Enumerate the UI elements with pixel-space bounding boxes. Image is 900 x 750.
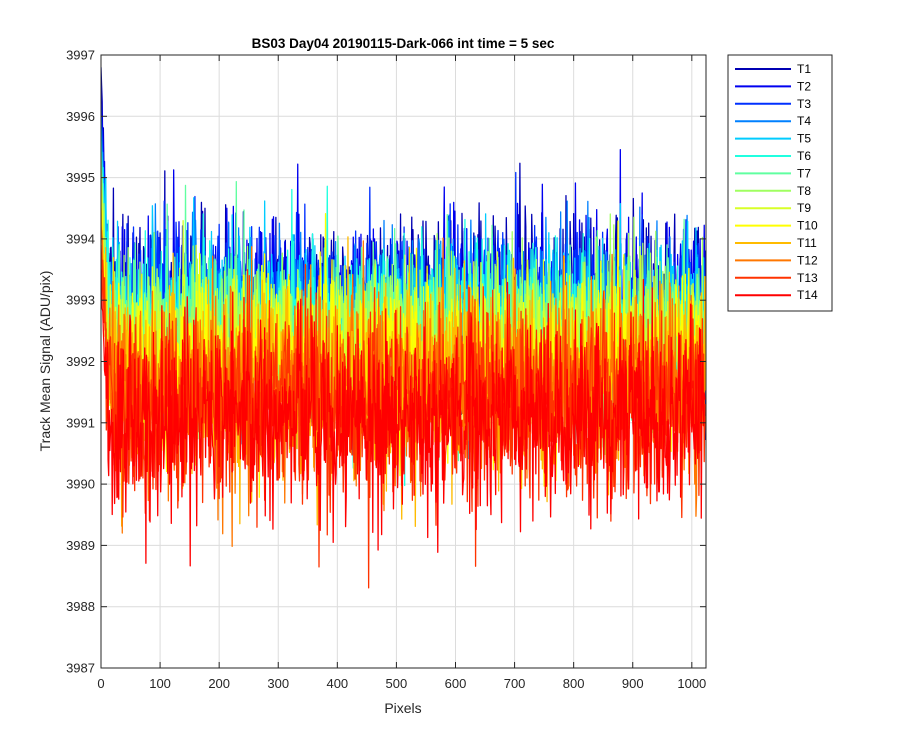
y-tick-label: 3995 (66, 170, 95, 185)
x-tick-label: 200 (208, 676, 230, 691)
y-tick-label: 3989 (66, 538, 95, 553)
legend-label-t4: T4 (797, 114, 811, 128)
legend-box (727, 54, 833, 312)
legend: T1 T2 T3 T4 T5 T6 T7 T8 T9 T10 T11 T12 T13 T14 (727, 54, 833, 312)
y-tick-label: 3988 (66, 599, 95, 614)
x-tick-label: 600 (445, 676, 467, 691)
y-tick-label: 3992 (66, 354, 95, 369)
x-tick-label: 100 (149, 676, 171, 691)
legend-label-t13: T13 (797, 271, 818, 285)
y-axis-label: Track Mean Signal (ADU/pix) (37, 271, 53, 452)
x-tick-label: 400 (326, 676, 348, 691)
x-tick-label: 300 (267, 676, 289, 691)
legend-label-t5: T5 (797, 132, 811, 146)
x-tick-label: 0 (97, 676, 104, 691)
x-axis-label: Pixels (384, 700, 421, 716)
legend-label-t10: T10 (797, 219, 818, 233)
x-tick-label: 500 (386, 676, 408, 691)
legend-label-t8: T8 (797, 184, 811, 198)
legend-label-t2: T2 (797, 79, 811, 93)
series-layer (101, 67, 706, 589)
y-tick-label: 3996 (66, 109, 95, 124)
legend-label-t7: T7 (797, 166, 811, 180)
legend-label-t3: T3 (797, 97, 811, 111)
x-tick-label: 700 (504, 676, 526, 691)
legend-label-t1: T1 (797, 62, 811, 76)
legend-label-t12: T12 (797, 253, 818, 267)
y-tick-label: 3993 (66, 293, 95, 308)
y-tick-label: 3994 (66, 231, 95, 246)
series-line-t14 (101, 269, 706, 567)
legend-label-t11: T11 (797, 236, 817, 250)
legend-label-t6: T6 (797, 149, 811, 163)
chart-title: BS03 Day04 20190115-Dark-066 int time = … (252, 36, 555, 51)
x-tick-label: 900 (622, 676, 644, 691)
x-tick-label: 1000 (677, 676, 706, 691)
y-tick-label: 3990 (66, 477, 95, 492)
y-tick-label: 3997 (66, 48, 95, 63)
y-tick-label: 3991 (66, 415, 95, 430)
legend-label-t14: T14 (797, 288, 818, 302)
legend-label-t9: T9 (797, 201, 811, 215)
ticks: 0 100 200 300 400 500 600 700 800 900 1000 3987 3988… (66, 48, 706, 692)
y-tick-label: 3987 (66, 661, 95, 676)
x-tick-label: 800 (563, 676, 585, 691)
